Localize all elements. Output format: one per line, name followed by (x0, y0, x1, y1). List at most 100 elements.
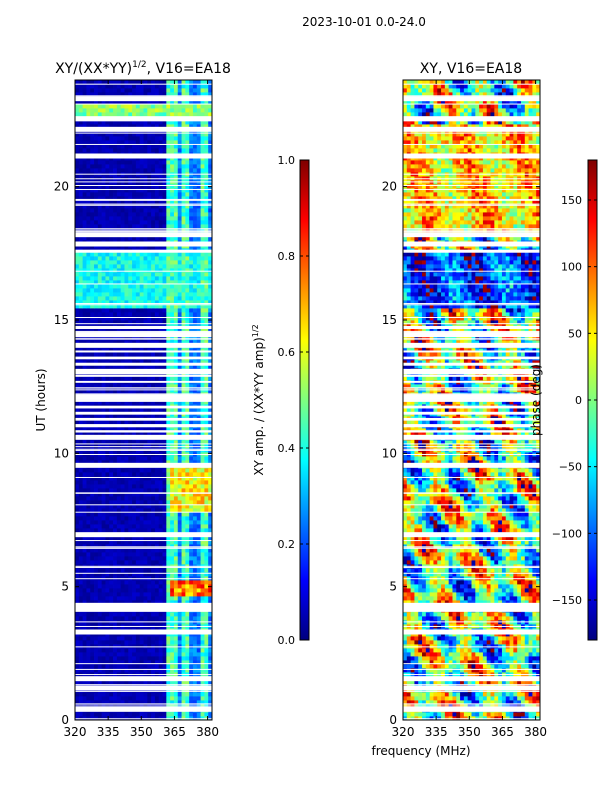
amplitude-heat-cell (147, 204, 152, 209)
amplitude-heat-cell (116, 528, 122, 533)
amplitude-heat-cell (151, 660, 156, 665)
amplitude-heat-cell (189, 212, 194, 217)
amplitude-heat-cell (78, 440, 84, 445)
amplitude-heat-cell (94, 692, 99, 697)
amplitude-heat-cell (170, 364, 175, 369)
amplitude-heat-cell (185, 484, 190, 489)
amplitude-heat-cell (200, 560, 205, 565)
amplitude-heat-cell (185, 516, 190, 521)
amplitude-heat-cell (181, 196, 186, 201)
amplitude-heat-cell (75, 384, 80, 389)
amplitude-heat-cell (82, 572, 87, 577)
amplitude-heat-cell (82, 556, 87, 561)
amplitude-heat-cell (154, 544, 160, 549)
amplitude-heat-cell (82, 488, 87, 493)
amplitude-heat-cell (86, 504, 91, 509)
amplitude-heat-cell (154, 512, 160, 517)
amplitude-heat-cell (166, 664, 171, 669)
amplitude-heat-cell (200, 220, 205, 225)
amplitude-heat-cell (86, 384, 91, 389)
amplitude-heat-cell (101, 300, 106, 305)
amplitude-heat-cell (192, 460, 198, 465)
amplitude-heat-cell (139, 268, 144, 273)
amplitude-heat-cell (196, 520, 201, 525)
amplitude-heat-cell (116, 296, 122, 301)
amplitude-heat-cell (158, 252, 163, 257)
amplitude-heat-cell (173, 456, 179, 461)
amplitude-heat-cell (162, 568, 167, 573)
amplitude-heat-cell (177, 300, 182, 305)
amplitude-heat-cell (192, 224, 198, 229)
amplitude-heat-cell (151, 284, 156, 289)
amplitude-heat-cell (158, 680, 163, 685)
amplitude-heat-cell (158, 280, 163, 285)
amplitude-heat-cell (75, 692, 80, 697)
amplitude-heat-cell (116, 192, 122, 197)
amplitude-heat-cell (94, 408, 99, 413)
amplitude-heat-cell (173, 616, 179, 621)
amplitude-heat-cell (162, 456, 167, 461)
amplitude-heat-cell (143, 236, 148, 241)
amplitude-heat-cell (135, 300, 141, 305)
amplitude-heat-cell (162, 184, 167, 189)
amplitude-heat-cell (82, 292, 87, 297)
amplitude-heat-cell (86, 300, 91, 305)
amplitude-heat-cell (162, 508, 167, 513)
amplitude-heat-cell (75, 460, 80, 465)
amplitude-heat-cell (173, 204, 179, 209)
amplitude-heat-cell (196, 652, 201, 657)
amplitude-heat-cell (105, 636, 110, 641)
amplitude-heat-cell (97, 568, 103, 573)
amplitude-heat-cell (196, 176, 201, 181)
amplitude-heat-cell (158, 460, 163, 465)
amplitude-heat-cell (109, 352, 114, 357)
amplitude-heat-cell (200, 584, 205, 589)
amplitude-heat-cell (158, 648, 163, 653)
amplitude-heat-cell (86, 224, 91, 229)
amplitude-heat-cell (116, 540, 122, 545)
amplitude-heat-cell (170, 648, 175, 653)
amplitude-heat-cell (189, 252, 194, 257)
amplitude-heat-cell (78, 568, 84, 573)
amplitude-heat-cell (154, 348, 160, 353)
amplitude-heat-cell (143, 268, 148, 273)
amplitude-heat-cell (75, 312, 80, 317)
amplitude-heat-cell (139, 456, 144, 461)
amplitude-heat-cell (185, 252, 190, 257)
amplitude-heat-cell (173, 420, 179, 425)
amplitude-heat-cell (124, 200, 129, 205)
amplitude-heat-cell (124, 304, 129, 309)
amplitude-heat-cell (204, 204, 209, 209)
amplitude-heat-cell (166, 596, 171, 601)
amplitude-heat-cell (97, 496, 103, 501)
amplitude-heat-cell (105, 292, 110, 297)
amplitude-heat-cell (147, 260, 152, 265)
amplitude-heat-cell (105, 236, 110, 241)
amplitude-heat-cell (105, 716, 110, 720)
amplitude-heat-cell (128, 480, 133, 485)
amplitude-heat-cell (143, 420, 148, 425)
amplitude-heat-cell (147, 304, 152, 309)
amplitude-heat-cell (90, 520, 95, 525)
amplitude-heat-cell (151, 640, 156, 645)
amplitude-heat-cell (158, 224, 163, 229)
amplitude-heat-cell (86, 648, 91, 653)
amplitude-heat-cell (75, 480, 80, 485)
amplitude-heat-cell (128, 304, 133, 309)
amplitude-heat-cell (124, 680, 129, 685)
amplitude-heat-cell (151, 264, 156, 269)
amplitude-heat-cell (120, 596, 125, 601)
amplitude-heat-cell (192, 212, 198, 217)
amplitude-heat-cell (158, 664, 163, 669)
amplitude-heat-cell (173, 664, 179, 669)
amplitude-heat-cell (78, 340, 84, 345)
amplitude-heat-cell (189, 480, 194, 485)
amplitude-heat-cell (113, 348, 118, 353)
amplitude-heat-cell (86, 208, 91, 213)
amplitude-heat-cell (82, 500, 87, 505)
amplitude-heat-cell (147, 256, 152, 261)
amplitude-heat-cell (177, 308, 182, 313)
amplitude-heat-cell (82, 664, 87, 669)
amplitude-heat-cell (200, 524, 205, 529)
amplitude-heat-cell (109, 556, 114, 561)
